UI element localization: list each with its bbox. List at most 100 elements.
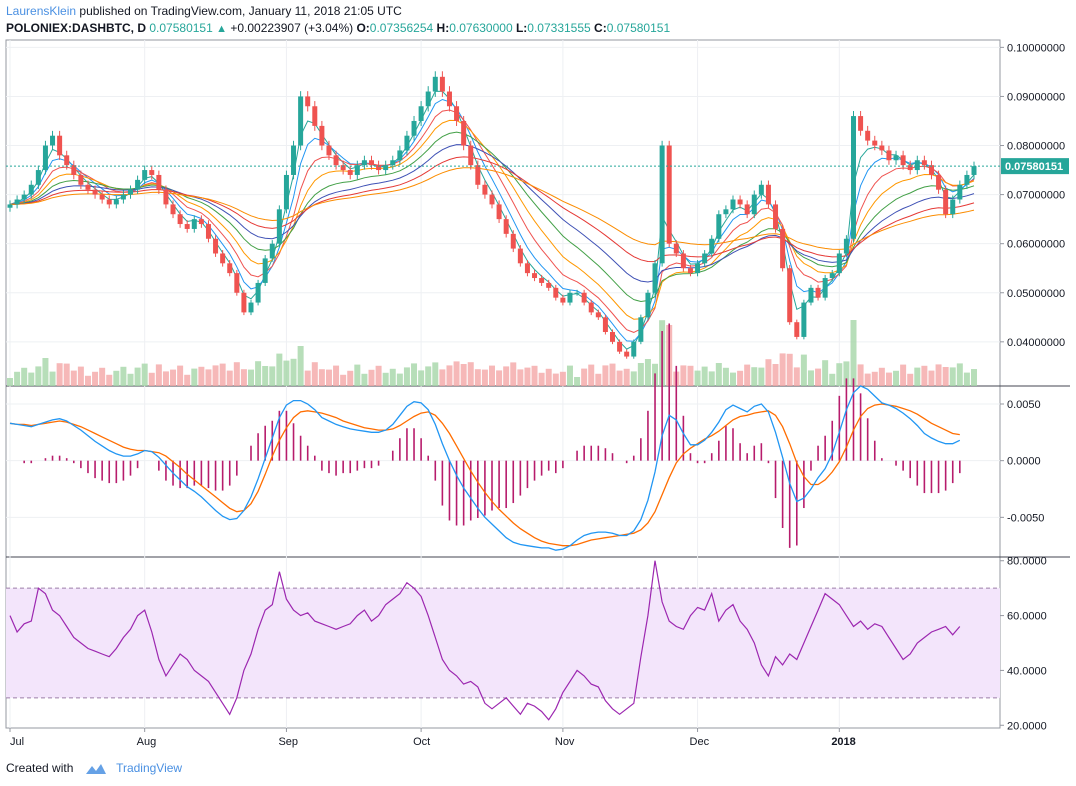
candle-body[interactable] — [744, 204, 750, 215]
candle-body[interactable] — [92, 189, 98, 195]
candle-body[interactable] — [50, 135, 56, 146]
candle-body[interactable] — [801, 302, 807, 337]
candle-body[interactable] — [567, 292, 573, 303]
candle-body[interactable] — [213, 238, 219, 254]
candle-body[interactable] — [269, 243, 275, 259]
candle-body[interactable] — [602, 317, 608, 333]
candle-body[interactable] — [773, 204, 779, 229]
candle-body[interactable] — [631, 341, 637, 357]
candle-body[interactable] — [950, 199, 956, 215]
candle-body[interactable] — [914, 160, 920, 171]
candle-body[interactable] — [305, 96, 311, 107]
candle-body[interactable] — [517, 248, 523, 264]
candle-body[interactable] — [872, 140, 878, 146]
candle-body[interactable] — [234, 273, 240, 293]
candle-body[interactable] — [446, 91, 452, 107]
candle-body[interactable] — [921, 160, 927, 166]
candle-body[interactable] — [687, 268, 693, 274]
candle-body[interactable] — [730, 199, 736, 210]
tradingview-link[interactable]: TradingView — [116, 761, 183, 775]
candle-body[interactable] — [553, 287, 559, 298]
candle-body[interactable] — [42, 145, 48, 171]
candle-body[interactable] — [85, 184, 91, 190]
candle-body[interactable] — [524, 263, 530, 274]
candle-body[interactable] — [262, 258, 268, 283]
candle-body[interactable] — [142, 170, 148, 180]
candle-body[interactable] — [312, 106, 318, 126]
candle-body[interactable] — [900, 155, 906, 166]
candle-body[interactable] — [716, 214, 722, 239]
candle-body[interactable] — [510, 233, 516, 249]
candle-body[interactable] — [907, 165, 913, 171]
candle-body[interactable] — [404, 135, 410, 151]
candle-body[interactable] — [758, 184, 764, 195]
rsi-panel[interactable]: 80.0000 60.0000 40.0000 20.0000 — [6, 556, 1047, 733]
candle-body[interactable] — [610, 332, 615, 342]
candle-body[interactable] — [57, 135, 63, 156]
candle-body[interactable] — [489, 194, 495, 205]
candle-body[interactable] — [439, 76, 445, 92]
candle-body[interactable] — [319, 125, 325, 146]
candle-body[interactable] — [652, 263, 658, 293]
candle-body[interactable] — [659, 145, 665, 264]
candle-body[interactable] — [482, 184, 488, 195]
candle-body[interactable] — [475, 165, 481, 185]
candle-body[interactable] — [574, 292, 580, 294]
candle-body[interactable] — [276, 209, 282, 244]
candle-body[interactable] — [177, 214, 183, 225]
candle-body[interactable] — [106, 199, 112, 205]
candle-body[interactable] — [539, 278, 545, 283]
candle-body[interactable] — [205, 224, 211, 239]
candle-body[interactable] — [829, 273, 835, 279]
candle-body[interactable] — [383, 165, 389, 171]
candle-body[interactable] — [737, 199, 743, 205]
candle-body[interactable] — [255, 282, 261, 303]
candle-body[interactable] — [624, 351, 630, 357]
candle-body[interactable] — [135, 179, 141, 190]
candle-body[interactable] — [865, 130, 871, 141]
candle-body[interactable] — [709, 238, 715, 254]
candle-body[interactable] — [645, 292, 651, 318]
candle-body[interactable] — [815, 287, 821, 298]
candle-body[interactable] — [496, 204, 502, 220]
candle-body[interactable] — [163, 189, 169, 205]
candle-body[interactable] — [64, 155, 70, 166]
candle-body[interactable] — [298, 96, 304, 146]
macd-panel[interactable]: 0.0050 0.0000 -0.0050 — [6, 323, 1044, 551]
candle-body[interactable] — [326, 145, 332, 156]
candle-body[interactable] — [680, 253, 686, 269]
candle-body[interactable] — [822, 278, 828, 298]
candle-body[interactable] — [113, 199, 119, 205]
candle-body[interactable] — [836, 253, 842, 274]
candle-body[interactable] — [673, 243, 679, 254]
candle-body[interactable] — [936, 174, 942, 190]
candle-body[interactable] — [765, 184, 771, 205]
candle-body[interactable] — [7, 204, 13, 208]
candle-body[interactable] — [638, 317, 644, 342]
candle-body[interactable] — [546, 282, 552, 288]
candle-body[interactable] — [241, 292, 247, 313]
candle-body[interactable] — [220, 253, 226, 264]
candle-body[interactable] — [723, 209, 729, 215]
candle-body[interactable] — [170, 204, 176, 215]
candle-body[interactable] — [376, 165, 382, 171]
candle-body[interactable] — [808, 287, 814, 303]
candle-body[interactable] — [418, 106, 424, 121]
candle-body[interactable] — [588, 302, 594, 313]
candle-body[interactable] — [411, 120, 417, 136]
candle-body[interactable] — [390, 160, 396, 166]
price-candles[interactable] — [7, 71, 977, 359]
candle-body[interactable] — [99, 194, 105, 200]
candle-body[interactable] — [198, 219, 204, 225]
candle-body[interactable] — [751, 194, 757, 215]
candle-body[interactable] — [14, 199, 20, 205]
candle-body[interactable] — [595, 312, 601, 318]
candle-body[interactable] — [943, 189, 949, 215]
candle-body[interactable] — [71, 165, 77, 175]
candle-body[interactable] — [432, 76, 438, 92]
candle-body[interactable] — [532, 273, 538, 279]
candle-body[interactable] — [780, 228, 786, 269]
candle-body[interactable] — [964, 174, 970, 185]
candle-body[interactable] — [397, 150, 403, 161]
candle-body[interactable] — [886, 150, 892, 161]
